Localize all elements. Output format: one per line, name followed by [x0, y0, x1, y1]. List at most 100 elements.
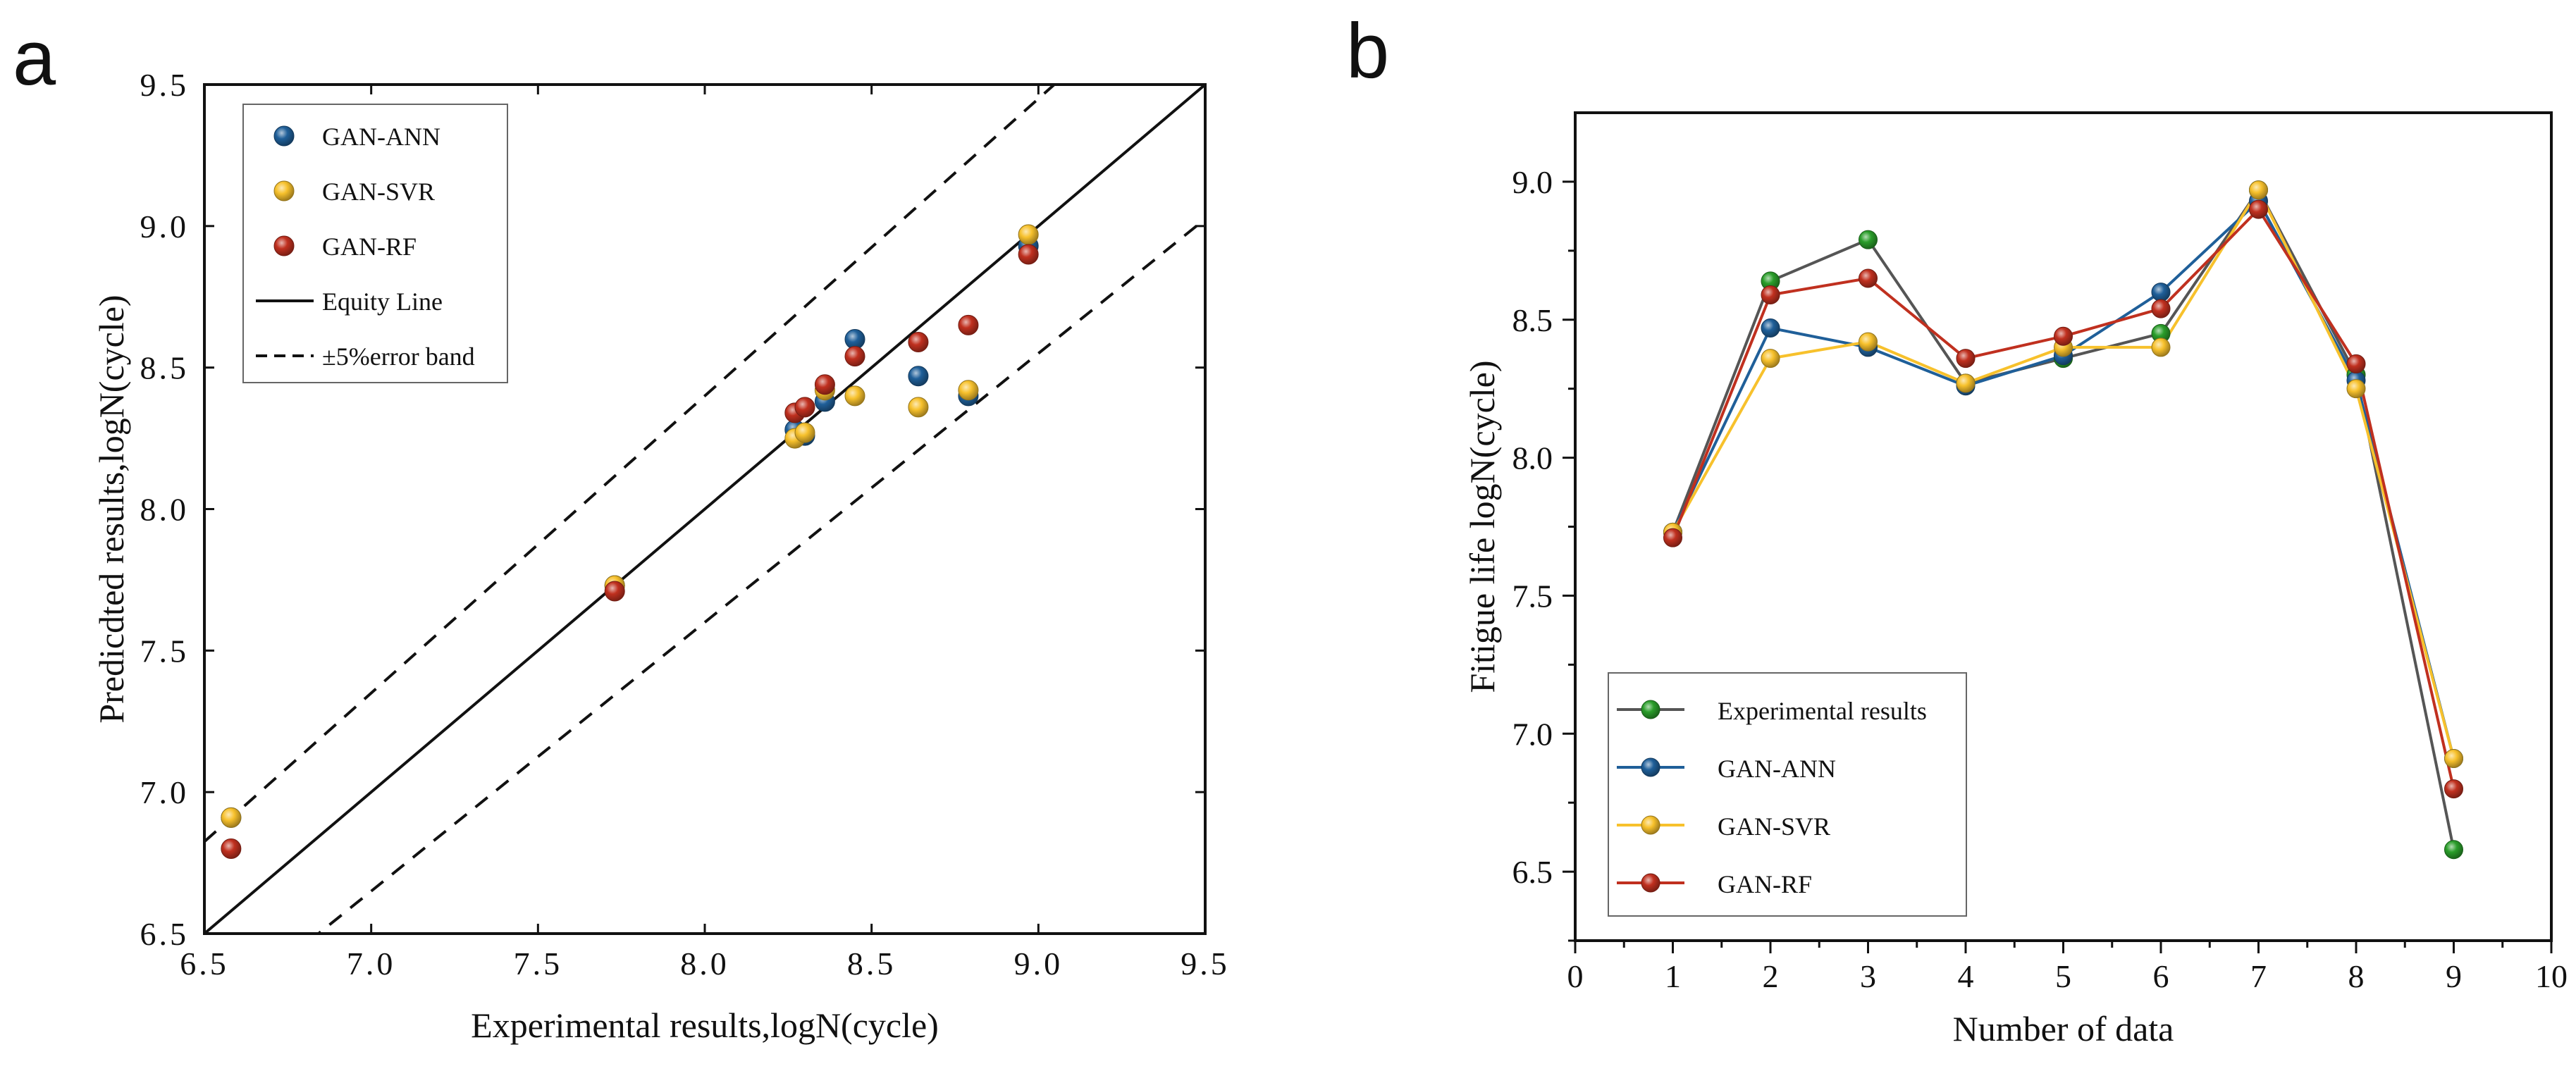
point-gan-svr — [2249, 180, 2268, 200]
point-gan-rf — [221, 838, 242, 859]
legend-label: Experimental results — [1718, 697, 1927, 725]
y-tick-label: 8.5 — [140, 350, 190, 386]
point-gan-rf — [2054, 326, 2073, 346]
point-gan-svr — [908, 397, 929, 418]
point-gan-svr — [2346, 379, 2366, 399]
point-gan-rf — [2151, 299, 2171, 318]
panel-a-label: a — [13, 15, 56, 101]
panel-b-chart: 0 1 2 3 4 5 6 7 8 9 10 6.5 7.0 7.5 8.0 8.5 9.0 Number of … — [1462, 111, 2568, 1048]
point-gan-svr — [958, 380, 979, 401]
point-gan-svr — [2151, 338, 2171, 357]
panel-a-chart: 6.5 7.0 7.5 8.0 8.5 9.0 9.5 6.5 7.0 7.5 8.0 8.5 9.0 9… — [92, 67, 1230, 1045]
legend-marker-experimental — [1641, 700, 1660, 719]
point-gan-svr — [1018, 224, 1039, 245]
y-tick-label: 6.5 — [1512, 854, 1553, 890]
point-gan-svr — [1956, 373, 1976, 393]
x-axis-title: Number of data — [1953, 1009, 2174, 1048]
x-tick-label: 5 — [2055, 958, 2071, 994]
x-tick-label: 9.5 — [1181, 946, 1230, 982]
point-gan-svr — [2444, 749, 2463, 768]
point-gan-rf — [1956, 349, 1976, 369]
y-tick-label: 7.0 — [1512, 716, 1553, 752]
y-tick-label: 8.5 — [1512, 302, 1553, 338]
point-gan-svr — [844, 385, 865, 407]
error-band-line-1 — [204, 85, 1056, 843]
point-gan-svr — [221, 807, 242, 828]
x-tick-label: 2 — [1763, 958, 1779, 994]
y-tick-label: 8.0 — [1512, 440, 1553, 476]
point-gan-ann — [2151, 283, 2171, 302]
x-tick-label: 8 — [2348, 958, 2365, 994]
y-tick-label: 9.0 — [1512, 164, 1553, 200]
y-tick-label: 6.5 — [140, 916, 190, 952]
point-gan-rf — [1761, 285, 1780, 304]
x-tick-label: 1 — [1665, 958, 1681, 994]
equity-line — [204, 85, 1205, 934]
legend-entry: GAN-RF — [1617, 870, 1812, 898]
point-gan-svr — [794, 422, 815, 443]
x-tick-label: 6 — [2153, 958, 2169, 994]
point-gan-rf — [2249, 199, 2268, 219]
point-gan-rf — [794, 397, 815, 418]
legend-entry: ±5%error band — [256, 342, 475, 371]
y-tick-label: 9.5 — [140, 67, 190, 103]
y-axis-title: Fitigue life logN(cycle) — [1462, 360, 1502, 693]
point-gan-ann — [908, 366, 929, 387]
legend-label: GAN-RF — [322, 233, 417, 261]
legend-entry: GAN-RF — [273, 233, 417, 261]
y-tick-label: 7.0 — [140, 774, 190, 810]
x-tick-label: 0 — [1567, 958, 1584, 994]
legend-entry: GAN-ANN — [1617, 755, 1836, 783]
point-gan-svr — [1859, 332, 1878, 352]
legend-b: Experimental results GAN-ANN GAN-SVR GAN-RF — [1608, 672, 1967, 917]
legend-box-b — [1608, 672, 1967, 917]
point-gan-rf — [1018, 244, 1039, 265]
legend-label: GAN-ANN — [1718, 755, 1836, 783]
legend-entry: GAN-SVR — [273, 178, 435, 206]
legend-marker-gan-ann — [1641, 757, 1660, 777]
point-gan-rf — [908, 332, 929, 353]
point-experimental — [1859, 230, 1878, 249]
point-gan-rf — [814, 374, 835, 395]
legend-label: GAN-ANN — [322, 123, 440, 151]
legend-entry: GAN-ANN — [273, 123, 440, 151]
x-axis-title: Experimental results,logN(cycle) — [471, 1005, 939, 1045]
point-gan-rf — [958, 314, 979, 335]
legend-entry: GAN-SVR — [1617, 812, 1830, 841]
panel-b-label: b — [1346, 8, 1389, 94]
series-gan-rf — [221, 244, 1039, 859]
legend-marker-gan-svr — [1641, 815, 1660, 835]
y-tick-label: 7.5 — [140, 633, 190, 669]
point-gan-rf — [1859, 268, 1878, 288]
y-tick-label: 8.0 — [140, 492, 190, 528]
y-tick-label: 9.0 — [140, 209, 190, 244]
legend-marker-gan-svr — [273, 180, 295, 202]
legend-marker-gan-rf — [273, 235, 295, 256]
x-tick-label: 6.5 — [180, 946, 229, 982]
point-gan-svr — [1761, 349, 1780, 369]
x-tick-label: 8.5 — [847, 946, 896, 982]
x-tick-label: 3 — [1860, 958, 1876, 994]
point-gan-rf — [1663, 528, 1682, 547]
legend-label: Equity Line — [322, 287, 443, 316]
legend-label: ±5%error band — [322, 342, 475, 371]
legend-entry: Equity Line — [256, 287, 443, 316]
point-gan-rf — [2346, 354, 2366, 373]
y-tick-label: 7.5 — [1512, 578, 1553, 614]
point-gan-rf — [844, 346, 865, 367]
point-gan-rf — [2444, 779, 2463, 799]
legend-label: GAN-SVR — [322, 178, 435, 206]
legend-marker-gan-rf — [1641, 873, 1660, 893]
x-tick-label: 7.5 — [514, 946, 563, 982]
x-tick-label: 9 — [2446, 958, 2462, 994]
x-tick-label: 9.0 — [1014, 946, 1064, 982]
y-axis-title: Predicdted results,logN(cycle) — [92, 295, 131, 723]
point-gan-ann — [1761, 318, 1780, 338]
legend-label: GAN-RF — [1718, 870, 1812, 898]
x-tick-label: 8.0 — [680, 946, 729, 982]
x-tick-label: 4 — [1958, 958, 1974, 994]
legend-marker-gan-ann — [273, 125, 295, 147]
series-markers-gan-rf — [1663, 199, 2463, 799]
point-gan-rf — [604, 581, 625, 602]
